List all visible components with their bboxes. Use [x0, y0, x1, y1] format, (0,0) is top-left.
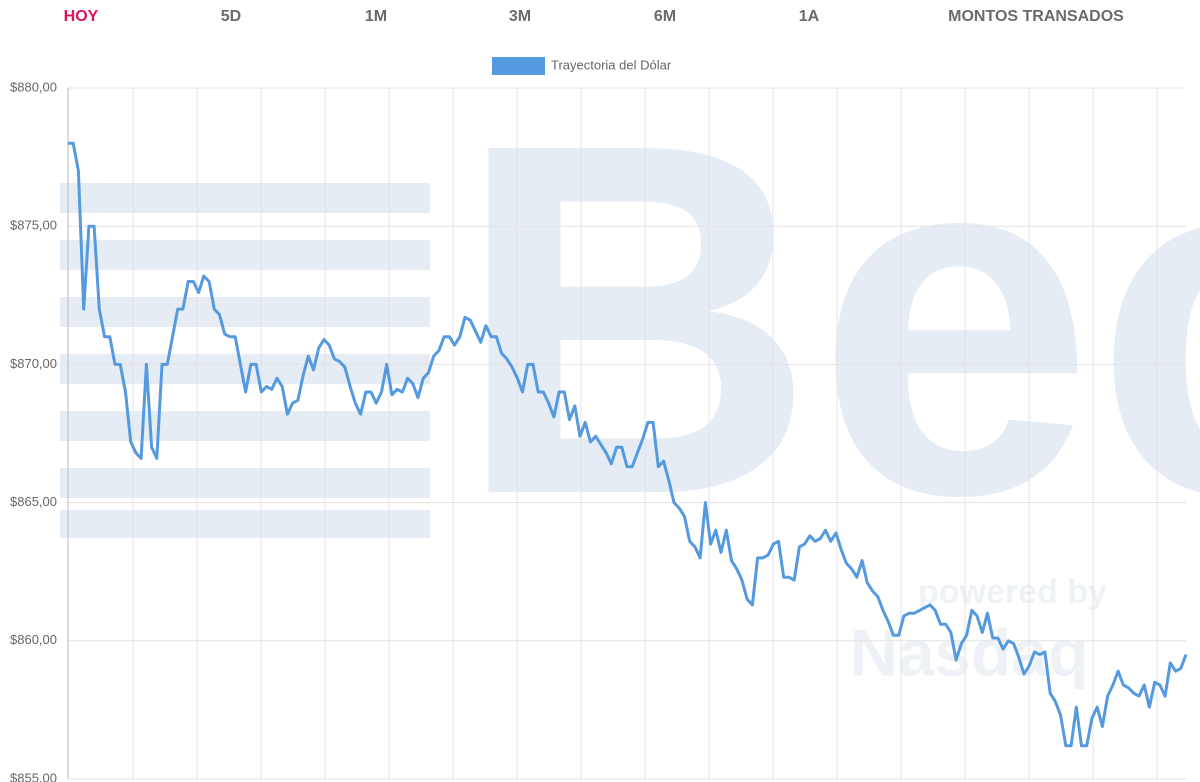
y-tick-label: $860,00	[10, 632, 57, 647]
tab[interactable]: HOY	[64, 8, 99, 25]
tab[interactable]: 6M	[654, 8, 676, 25]
series-line	[68, 141, 1188, 748]
tab[interactable]: 3M	[509, 8, 531, 25]
y-tick-label: $875,00	[10, 218, 57, 233]
logo-stripe	[60, 183, 430, 213]
logo-stripe	[60, 354, 430, 384]
watermark-brand: Bec	[455, 39, 1200, 598]
logo-stripe	[60, 411, 430, 441]
tab[interactable]: 1A	[799, 8, 820, 25]
y-tick-label: $880,00	[10, 79, 57, 94]
logo-stripe	[60, 510, 430, 538]
legend-swatch	[492, 57, 545, 75]
tab[interactable]: 1M	[365, 8, 387, 25]
y-tick-label: $855,00	[10, 770, 57, 782]
logo-stripe	[60, 297, 430, 327]
legend-label: Trayectoria del Dólar	[551, 57, 672, 72]
tab[interactable]: MONTOS TRANSADOS	[948, 8, 1124, 25]
watermark: Bec powered by Nasdaq	[60, 39, 1200, 689]
y-tick-label: $870,00	[10, 356, 57, 371]
logo-stripe	[60, 240, 430, 270]
watermark-tagline: powered by	[918, 573, 1107, 611]
y-tick-label: $865,00	[10, 494, 57, 509]
tab[interactable]: 5D	[221, 8, 241, 25]
logo-stripe	[60, 468, 430, 498]
